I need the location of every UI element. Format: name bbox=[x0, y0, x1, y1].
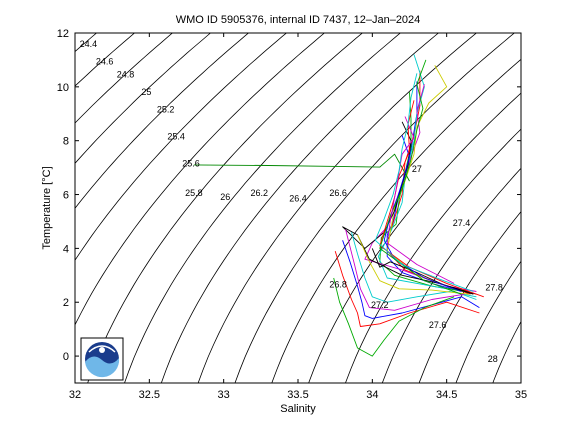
profile-line bbox=[374, 73, 474, 292]
y-tick-label: 6 bbox=[63, 190, 69, 202]
x-tick-label: 33 bbox=[218, 389, 230, 401]
x-tick-label: 35 bbox=[515, 389, 527, 401]
isopycnal-label: 26.2 bbox=[251, 188, 269, 198]
isopycnal-label: 26.4 bbox=[289, 194, 307, 204]
y-axis: 0 2 4 6 8 10 12 bbox=[57, 28, 521, 363]
isopycnal-line bbox=[381, 167, 521, 383]
isopycnal-line bbox=[124, 33, 402, 383]
isopycnal-label: 26 bbox=[220, 192, 230, 202]
profile-line bbox=[342, 240, 480, 319]
isopycnal-label: 25.4 bbox=[167, 132, 185, 142]
profile-line bbox=[345, 229, 465, 311]
isopycnal-line bbox=[197, 33, 478, 383]
y-tick-label: 8 bbox=[63, 136, 69, 148]
isopycnal-label: 24.4 bbox=[80, 39, 98, 49]
y-tick-label: 4 bbox=[63, 243, 69, 255]
x-tick-label: 34 bbox=[366, 389, 378, 401]
profile-line bbox=[386, 65, 455, 290]
isopycnal-line bbox=[455, 260, 521, 383]
x-tick-label: 34.5 bbox=[436, 389, 457, 401]
isopycnal-line bbox=[75, 33, 326, 326]
y-tick-label: 0 bbox=[63, 351, 69, 363]
x-axis-title: Salinity bbox=[280, 403, 316, 415]
isopycnal-label: 24.8 bbox=[117, 70, 135, 80]
isopycnal-line bbox=[75, 33, 288, 261]
profile-line bbox=[379, 92, 465, 292]
isopycnal-label: 25.6 bbox=[182, 159, 200, 169]
isopycnal-line bbox=[345, 128, 521, 383]
isopycnal-label: 24.6 bbox=[96, 56, 114, 66]
isopycnal-line bbox=[271, 58, 521, 383]
isopycnal-line bbox=[234, 33, 515, 383]
x-tick-label: 32 bbox=[69, 389, 81, 401]
profile-line bbox=[379, 100, 484, 298]
isopycnal-label: 25 bbox=[141, 87, 151, 97]
x-tick-label: 32.5 bbox=[139, 389, 160, 401]
isopycnal-line bbox=[418, 211, 521, 383]
isopycnal-label: 27 bbox=[412, 164, 422, 174]
isopycnal-label: 27.8 bbox=[485, 282, 503, 292]
isopycnal-line bbox=[87, 33, 363, 383]
isopycnal-label: 26.6 bbox=[329, 188, 347, 198]
profile-line bbox=[386, 116, 455, 284]
isopycnal-label: 25.8 bbox=[185, 188, 203, 198]
y-axis-title: Temperature [°C] bbox=[41, 166, 53, 249]
isopycnal-line bbox=[308, 92, 521, 383]
isopycnal-label: 28 bbox=[488, 354, 498, 364]
y-tick-label: 10 bbox=[57, 82, 69, 94]
profile-line bbox=[342, 121, 477, 295]
isopycnal-line bbox=[75, 33, 250, 209]
noaa-logo bbox=[80, 337, 124, 381]
x-axis: 32 32.5 33 33.5 34 34.5 35 bbox=[69, 33, 527, 401]
profile-line bbox=[333, 277, 455, 357]
isopycnal-label: 26.8 bbox=[329, 280, 347, 290]
x-tick-label: 33.5 bbox=[287, 389, 308, 401]
isopycnal-label: 27.2 bbox=[371, 300, 389, 310]
profile-line bbox=[351, 232, 477, 303]
profile-line bbox=[334, 250, 480, 327]
profile-lines bbox=[193, 54, 484, 357]
isopycnal-label: 27.4 bbox=[453, 218, 471, 228]
profile-line bbox=[357, 234, 470, 295]
y-tick-label: 2 bbox=[63, 297, 69, 309]
isopycnal-label: 25.2 bbox=[157, 105, 175, 115]
isopycnal-line bbox=[75, 33, 212, 164]
isopycnal-label: 27.6 bbox=[429, 320, 447, 330]
isopycnal-labels: 24.4 24.624.8 25 25.2 25.4 25.6 25.8 26 26.2 26.4… bbox=[80, 39, 503, 364]
chart-title: WMO ID 5905376, internal ID 7437, 12–Jan… bbox=[176, 14, 421, 26]
y-tick-label: 12 bbox=[57, 28, 69, 40]
isopycnal-line bbox=[75, 33, 174, 124]
profile-line bbox=[377, 54, 477, 300]
